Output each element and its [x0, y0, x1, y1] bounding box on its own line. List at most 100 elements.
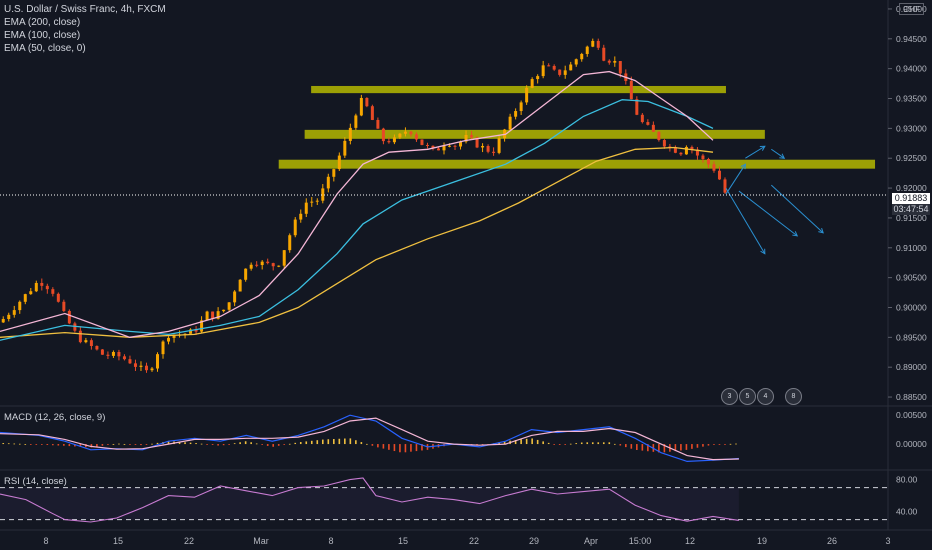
macd-histogram-bar: [531, 438, 533, 445]
projection-arrow: [725, 187, 766, 255]
macd-histogram-bar: [674, 444, 677, 452]
event-marker[interactable]: 3: [721, 388, 738, 405]
candle-body: [359, 97, 363, 116]
candle-body: [453, 145, 457, 147]
candle-body: [475, 137, 479, 148]
macd-histogram-bar: [29, 444, 32, 445]
candle-body: [481, 146, 485, 148]
macd-histogram-bar: [261, 444, 263, 445]
event-marker[interactable]: 5: [739, 388, 756, 405]
event-marker[interactable]: 4: [757, 388, 774, 405]
macd-histogram-bar: [167, 441, 170, 445]
rsi-line: [0, 477, 739, 523]
candle-body: [122, 356, 126, 360]
currency-badge[interactable]: CHF: [899, 3, 925, 15]
candle-body: [56, 293, 60, 302]
rsi-label[interactable]: RSI (14, close): [4, 476, 67, 487]
macd-histogram-bar: [729, 443, 732, 445]
event-marker[interactable]: 8: [785, 388, 802, 405]
macd-histogram-bar: [41, 444, 43, 445]
macd-histogram-bar: [377, 444, 379, 448]
candle-body: [525, 87, 529, 103]
macd-histogram-bar: [360, 442, 363, 445]
macd-histogram-bar: [200, 443, 203, 445]
macd-histogram-bar: [250, 442, 252, 445]
candle-body: [706, 159, 710, 165]
macd-label[interactable]: MACD (12, 26, close, 9): [4, 412, 106, 423]
candle-body: [271, 263, 275, 267]
macd-histogram-bar: [123, 443, 126, 445]
rsi-tick-label: 80.00: [896, 475, 918, 485]
candle-body: [690, 146, 694, 150]
candle-body: [470, 134, 474, 138]
x-tick-label: 15:00: [629, 536, 652, 546]
candle-body: [337, 155, 341, 170]
candle-body: [635, 99, 639, 115]
candle-body: [95, 346, 99, 350]
candle-body: [640, 114, 644, 123]
candle-body: [585, 46, 589, 54]
projection-arrow: [771, 148, 785, 159]
indicator-ema100[interactable]: EMA (100, close): [4, 30, 81, 41]
macd-histogram-bar: [542, 441, 544, 445]
candle-body: [211, 311, 215, 319]
candle-body: [111, 351, 115, 356]
candle-body: [84, 340, 88, 343]
macd-histogram-bar: [101, 444, 104, 446]
macd-histogram-bar: [564, 444, 567, 445]
candle-body: [172, 334, 176, 338]
macd-histogram-bar: [184, 442, 186, 445]
candle-body: [381, 128, 385, 142]
macd-histogram-bar: [619, 444, 622, 446]
y-tick-label: 0.93000: [896, 123, 927, 133]
macd-histogram-bar: [349, 438, 352, 445]
macd-histogram-bar: [145, 444, 148, 445]
y-tick-label: 0.91500: [896, 213, 927, 223]
candle-body: [67, 310, 71, 324]
candle-body: [673, 147, 677, 153]
macd-histogram-bar: [580, 442, 583, 445]
macd-histogram-bar: [310, 440, 313, 445]
macd-histogram-bar: [195, 443, 197, 445]
event-markers[interactable]: 3 5 4 8: [721, 388, 802, 405]
candle-body: [315, 200, 319, 202]
candle-body: [288, 235, 292, 251]
candle-body: [73, 323, 77, 331]
indicator-ema200[interactable]: EMA (200, close): [4, 17, 81, 28]
macd-histogram-bar: [178, 441, 181, 445]
macd-histogram-bar: [382, 444, 385, 449]
macd-histogram-bar: [602, 442, 605, 445]
candle-body: [459, 141, 463, 147]
candle-body: [205, 311, 209, 321]
candle-body: [255, 264, 259, 266]
macd-histogram-bar: [355, 440, 357, 445]
y-tick-label: 0.94500: [896, 34, 927, 44]
macd-histogram-bar: [283, 444, 286, 445]
candle-body: [78, 330, 82, 343]
macd-histogram-bar: [228, 444, 230, 445]
candle-body: [387, 141, 391, 143]
candle-body: [89, 340, 93, 347]
indicator-ema50[interactable]: EMA (50, close, 0): [4, 43, 86, 54]
projection-arrow: [770, 184, 824, 234]
candle-body: [45, 285, 49, 290]
macd-histogram-bar: [233, 443, 236, 445]
macd-signal-line: [0, 417, 739, 461]
macd-histogram-bar: [46, 444, 49, 446]
candle-body: [106, 354, 110, 356]
x-tick-label: Mar: [253, 536, 269, 546]
candle-body: [332, 169, 336, 177]
candle-body: [414, 134, 418, 140]
candle-body: [519, 102, 523, 112]
macd-histogram-bar: [7, 443, 10, 445]
macd-histogram-bar: [735, 443, 737, 445]
macd-histogram-bar: [399, 444, 401, 453]
candle-body: [547, 65, 551, 67]
macd-histogram-bar: [277, 444, 280, 446]
macd-histogram-bar: [266, 444, 269, 446]
y-tick-label: 0.91000: [896, 243, 927, 253]
macd-histogram-bar: [415, 444, 418, 452]
x-tick-label: 15: [113, 536, 123, 546]
macd-histogram-bar: [68, 444, 71, 447]
